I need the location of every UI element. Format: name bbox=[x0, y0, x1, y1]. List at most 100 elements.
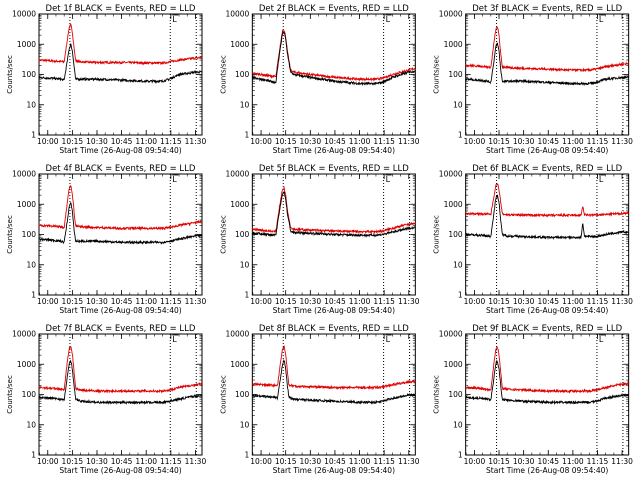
x-tick-label: 10:30 bbox=[513, 457, 535, 466]
lld-series-line bbox=[38, 345, 203, 394]
x-axis-label: Start Time (26-Aug-08 09:54:40) bbox=[59, 306, 181, 315]
y-tick-label: 1 bbox=[31, 451, 36, 460]
x-tick-label: 11:15 bbox=[587, 457, 609, 466]
x-tick-label: 11:30 bbox=[185, 137, 207, 146]
detector-panel: Det 3f BLACK = Events, RED = LLD 1 10 100 10… bbox=[433, 4, 633, 155]
x-tick-label: 10:15 bbox=[488, 297, 510, 306]
x-tick-label: 11:00 bbox=[562, 457, 584, 466]
plot-frame bbox=[465, 13, 630, 136]
y-axis-label: Counts/sec bbox=[6, 55, 14, 94]
y-tick-label: 10 bbox=[26, 100, 36, 109]
x-tick-label: 11:00 bbox=[349, 137, 371, 146]
y-tick-label: 100 bbox=[235, 230, 250, 239]
marker-label: L bbox=[386, 175, 391, 184]
events-series-line bbox=[465, 194, 629, 241]
x-tick-label: 11:15 bbox=[160, 297, 182, 306]
y-tick-label: 1000 bbox=[230, 360, 249, 369]
panel-title: Det 3f BLACK = Events, RED = LLD bbox=[472, 4, 622, 14]
y-tick-label: 100 bbox=[448, 70, 463, 79]
x-tick-label: 10:15 bbox=[275, 457, 297, 466]
panel-title: Det 1f BLACK = Events, RED = LLD bbox=[46, 4, 196, 14]
lld-series-line bbox=[465, 346, 629, 394]
panel-title: Det 2f BLACK = Events, RED = LLD bbox=[259, 4, 409, 14]
y-tick-label: 1000 bbox=[17, 40, 36, 49]
y-tick-label: 1 bbox=[458, 131, 463, 140]
x-tick-label: 11:00 bbox=[562, 137, 584, 146]
x-tick-label: 11:15 bbox=[160, 457, 182, 466]
x-tick-label: 11:15 bbox=[160, 137, 182, 146]
x-tick-label: 10:15 bbox=[275, 137, 297, 146]
lld-series-line bbox=[465, 183, 629, 218]
plot-frame bbox=[465, 333, 630, 456]
y-tick-label: 1000 bbox=[230, 40, 249, 49]
x-tick-label: 10:00 bbox=[250, 457, 272, 466]
x-tick-label: 11:15 bbox=[373, 457, 395, 466]
y-axis-label: Counts/sec bbox=[433, 55, 441, 94]
x-axis-label: Start Time (26-Aug-08 09:54:40) bbox=[273, 466, 395, 475]
y-axis-label: Counts/sec bbox=[433, 215, 441, 254]
y-axis-label: Counts/sec bbox=[219, 215, 227, 254]
y-tick-label: 1000 bbox=[444, 40, 463, 49]
marker-label: L bbox=[599, 175, 604, 184]
y-tick-label: 10000 bbox=[439, 170, 463, 179]
x-tick-label: 10:30 bbox=[299, 137, 321, 146]
y-tick-label: 100 bbox=[22, 230, 37, 239]
x-tick-label: 11:15 bbox=[587, 297, 609, 306]
x-axis-label: Start Time (26-Aug-08 09:54:40) bbox=[59, 146, 181, 155]
lld-series-line bbox=[38, 185, 203, 232]
x-tick-label: 11:30 bbox=[611, 457, 633, 466]
y-tick-label: 10000 bbox=[225, 330, 249, 339]
y-tick-label: 1 bbox=[245, 131, 250, 140]
x-tick-label: 10:45 bbox=[111, 297, 133, 306]
x-tick-label: 11:30 bbox=[185, 457, 207, 466]
x-tick-label: 10:15 bbox=[62, 137, 84, 146]
y-tick-label: 1000 bbox=[17, 200, 36, 209]
marker-label: L bbox=[599, 15, 604, 24]
y-tick-label: 1000 bbox=[444, 200, 463, 209]
x-axis-label: Start Time (26-Aug-08 09:54:40) bbox=[59, 466, 181, 475]
panel-title: Det 7f BLACK = Events, RED = LLD bbox=[46, 324, 196, 334]
x-tick-label: 10:30 bbox=[86, 457, 108, 466]
marker-label: L bbox=[172, 175, 177, 184]
panel-title: Det 5f BLACK = Events, RED = LLD bbox=[259, 164, 409, 174]
detector-panel: Det 5f BLACK = Events, RED = LLD 1 10 100 10… bbox=[219, 164, 419, 315]
marker-label: L bbox=[172, 335, 177, 344]
y-tick-label: 10000 bbox=[12, 10, 36, 19]
events-series-line bbox=[38, 202, 203, 245]
x-tick-label: 10:15 bbox=[488, 137, 510, 146]
marker-label: L bbox=[386, 15, 391, 24]
x-tick-label: 11:30 bbox=[611, 137, 633, 146]
y-tick-label: 10 bbox=[453, 100, 463, 109]
x-axis-label: Start Time (26-Aug-08 09:54:40) bbox=[273, 146, 395, 155]
lld-series-line bbox=[465, 26, 629, 73]
detector-panel: Det 4f BLACK = Events, RED = LLD 1 10 100 10… bbox=[6, 164, 206, 315]
x-tick-label: 11:30 bbox=[185, 297, 207, 306]
y-tick-label: 10 bbox=[240, 260, 250, 269]
lld-series-line bbox=[251, 185, 416, 235]
x-tick-label: 10:00 bbox=[464, 137, 486, 146]
y-axis-label: Counts/sec bbox=[433, 375, 441, 414]
events-series-line bbox=[251, 30, 416, 87]
x-tick-label: 10:45 bbox=[111, 137, 133, 146]
y-axis-label: Counts/sec bbox=[6, 375, 14, 414]
panel-title: Det 8f BLACK = Events, RED = LLD bbox=[259, 324, 409, 334]
x-tick-label: 10:45 bbox=[537, 137, 559, 146]
y-tick-label: 1 bbox=[458, 451, 463, 460]
y-tick-label: 1000 bbox=[17, 360, 36, 369]
events-series-line bbox=[38, 359, 203, 406]
x-tick-label: 10:45 bbox=[324, 137, 346, 146]
y-tick-label: 10000 bbox=[225, 170, 249, 179]
y-tick-label: 1 bbox=[245, 451, 250, 460]
x-tick-label: 11:30 bbox=[398, 457, 420, 466]
panel-title: Det 9f BLACK = Events, RED = LLD bbox=[472, 324, 622, 334]
x-tick-label: 10:00 bbox=[464, 457, 486, 466]
x-tick-label: 10:30 bbox=[86, 297, 108, 306]
events-series-line bbox=[465, 359, 629, 406]
y-tick-label: 10000 bbox=[225, 10, 249, 19]
panel-title: Det 4f BLACK = Events, RED = LLD bbox=[46, 164, 196, 174]
marker-label: L bbox=[172, 15, 177, 24]
x-tick-label: 11:00 bbox=[135, 297, 157, 306]
x-axis-label: Start Time (26-Aug-08 09:54:40) bbox=[486, 466, 608, 475]
y-tick-label: 10000 bbox=[12, 330, 36, 339]
y-axis-label: Counts/sec bbox=[6, 215, 14, 254]
